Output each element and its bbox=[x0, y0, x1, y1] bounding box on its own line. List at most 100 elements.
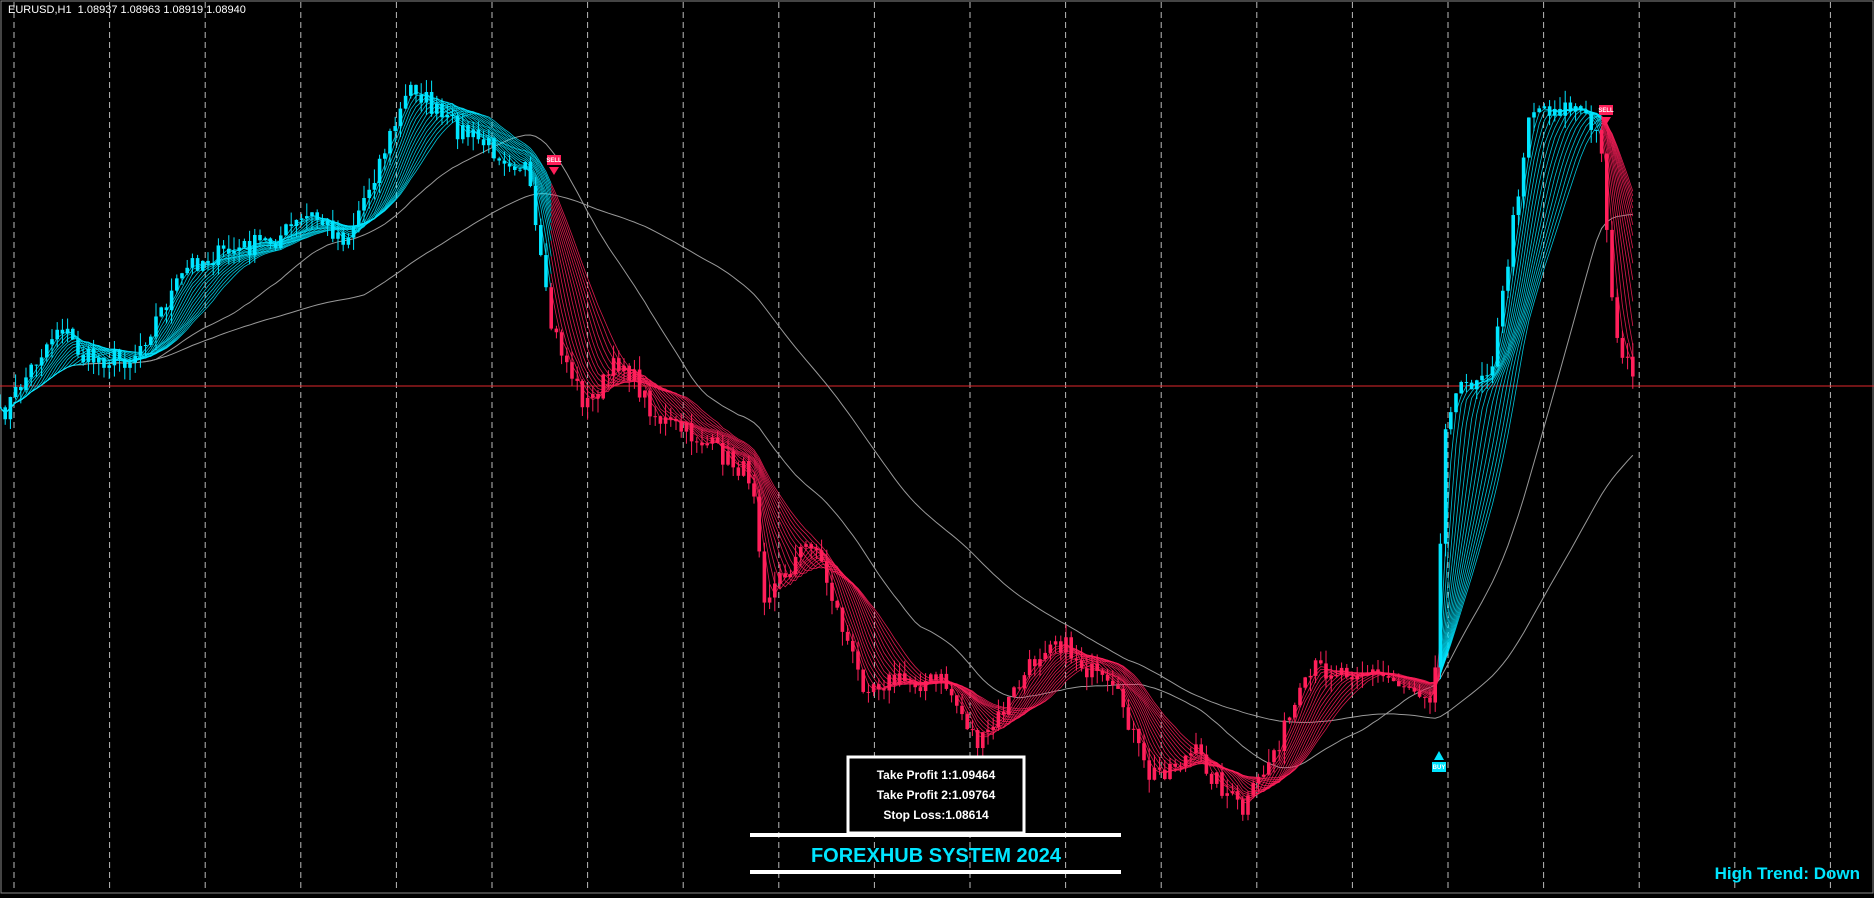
candle-body bbox=[1329, 675, 1333, 679]
ribbon-line bbox=[550, 202, 1441, 789]
candle-body bbox=[897, 673, 902, 685]
candle-body bbox=[1121, 688, 1125, 708]
candle-body bbox=[331, 220, 335, 239]
candle-body bbox=[658, 416, 663, 424]
candle-body bbox=[1605, 153, 1609, 230]
candle-body bbox=[648, 390, 652, 417]
candle-body bbox=[1173, 763, 1177, 767]
candle-body bbox=[221, 245, 226, 249]
candle-body bbox=[253, 234, 257, 256]
candle-body bbox=[1573, 106, 1578, 112]
candle-body bbox=[679, 421, 683, 432]
candle-body bbox=[575, 378, 579, 381]
candle-body bbox=[419, 94, 423, 103]
candle-body bbox=[403, 95, 408, 109]
candle-body bbox=[388, 130, 392, 154]
candle-body bbox=[8, 397, 13, 420]
candle-body bbox=[1438, 543, 1443, 668]
candle-body bbox=[591, 394, 595, 398]
candle-body bbox=[247, 240, 252, 256]
candle-body bbox=[310, 212, 314, 217]
candle-body bbox=[1007, 696, 1011, 715]
candle-body bbox=[788, 574, 793, 578]
ribbon-line bbox=[1440, 109, 1602, 675]
candle-body bbox=[1225, 793, 1229, 796]
candle-body bbox=[409, 84, 413, 96]
ribbon-line bbox=[550, 230, 1441, 797]
candle-body bbox=[1381, 672, 1385, 677]
candle-body bbox=[1251, 782, 1255, 796]
take-profit-2: Take Profit 2:1.09764 bbox=[877, 788, 996, 802]
candle-body bbox=[944, 673, 949, 689]
candle-body bbox=[1532, 112, 1536, 118]
candle-body bbox=[211, 263, 215, 265]
candle-body bbox=[1090, 663, 1094, 678]
candle-body bbox=[55, 329, 59, 340]
candle-body bbox=[1267, 762, 1271, 775]
candle-body bbox=[1527, 117, 1531, 158]
candle-body bbox=[773, 583, 777, 598]
candle-body bbox=[825, 561, 829, 583]
candle-body bbox=[1464, 382, 1469, 384]
candle-body bbox=[154, 316, 158, 337]
candle-body bbox=[1152, 767, 1157, 780]
ribbon-line bbox=[550, 222, 1441, 795]
candle-body bbox=[695, 441, 699, 443]
candle-body bbox=[1256, 776, 1261, 783]
candle-body bbox=[882, 689, 886, 691]
candle-body bbox=[502, 160, 507, 164]
candle-body bbox=[1615, 297, 1619, 338]
take-profit-1: Take Profit 1:1.09464 bbox=[877, 768, 996, 782]
candle-body bbox=[362, 197, 366, 211]
ribbon-line bbox=[1601, 121, 1634, 302]
candle-body bbox=[819, 550, 824, 562]
candle-body bbox=[611, 358, 616, 376]
candle-body bbox=[1215, 772, 1219, 784]
candle-body bbox=[1235, 791, 1240, 800]
candle-body bbox=[102, 357, 106, 368]
candle-body bbox=[559, 332, 564, 356]
candle-body bbox=[435, 103, 439, 114]
candle-body bbox=[1490, 366, 1495, 376]
candle-body bbox=[533, 186, 538, 226]
candle-body bbox=[336, 232, 340, 239]
candle-body bbox=[1334, 675, 1339, 677]
candle-body bbox=[279, 235, 283, 248]
candle-body bbox=[903, 673, 907, 682]
candle-body bbox=[965, 714, 969, 730]
candle-body bbox=[721, 442, 725, 465]
candle-body bbox=[929, 674, 933, 681]
candle-body bbox=[762, 551, 767, 603]
candle-body bbox=[653, 416, 657, 418]
candle-body bbox=[1443, 429, 1448, 544]
candle-body bbox=[1350, 677, 1354, 680]
candle-body bbox=[227, 248, 231, 254]
candle-body bbox=[1204, 754, 1209, 774]
candle-body bbox=[97, 357, 101, 363]
candle-body bbox=[497, 158, 501, 161]
candle-body bbox=[736, 467, 741, 476]
candle-body bbox=[1261, 774, 1266, 777]
candle-body bbox=[1625, 356, 1630, 358]
candle-body bbox=[1053, 641, 1058, 645]
candle-body bbox=[1012, 687, 1016, 697]
candle-body bbox=[1064, 637, 1068, 653]
candle-body bbox=[1433, 667, 1437, 703]
candle-body bbox=[76, 339, 80, 355]
candle-body bbox=[450, 114, 455, 117]
candle-body bbox=[206, 260, 210, 264]
candle-body bbox=[190, 258, 195, 268]
candle-body bbox=[1360, 672, 1365, 676]
moving-averages bbox=[0, 134, 1634, 769]
ribbon-line bbox=[550, 183, 1441, 779]
candle-body bbox=[492, 138, 496, 159]
candle-body bbox=[1220, 772, 1224, 796]
candle-body bbox=[398, 108, 403, 127]
candle-body bbox=[970, 729, 975, 731]
candle-body bbox=[440, 103, 444, 118]
candle-body bbox=[128, 362, 132, 368]
candle-body bbox=[1485, 375, 1489, 377]
candle-body bbox=[45, 344, 49, 358]
candle-body bbox=[1386, 676, 1391, 678]
